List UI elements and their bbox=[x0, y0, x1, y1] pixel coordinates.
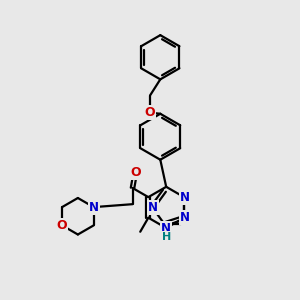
Text: N: N bbox=[180, 190, 190, 204]
Text: N: N bbox=[180, 211, 190, 224]
Text: H: H bbox=[162, 232, 171, 242]
Text: N: N bbox=[148, 201, 158, 214]
Text: O: O bbox=[57, 219, 68, 232]
Text: O: O bbox=[130, 167, 140, 179]
Text: O: O bbox=[145, 106, 155, 119]
Text: N: N bbox=[89, 201, 99, 214]
Text: N: N bbox=[161, 221, 171, 235]
